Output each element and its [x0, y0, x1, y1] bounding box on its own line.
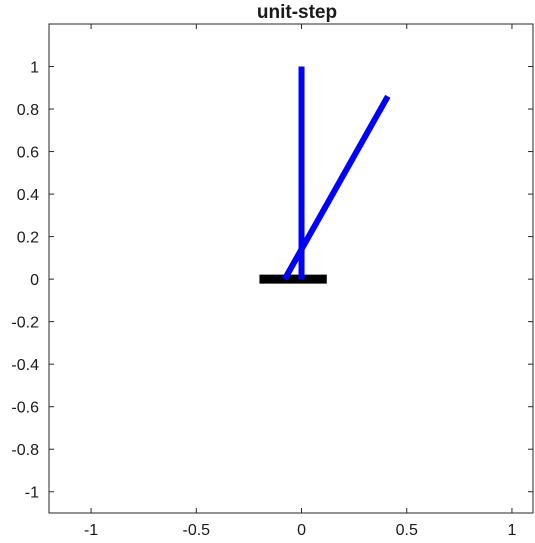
- x-tick-label: 0: [297, 522, 306, 539]
- y-tick-label: 0.8: [17, 102, 39, 119]
- y-tick-label: 0: [30, 272, 39, 289]
- marks: [259, 66, 391, 284]
- x-tick-label: -1: [84, 522, 98, 539]
- y-tick-label: 0.4: [17, 187, 39, 204]
- x-tick-label: -0.5: [183, 522, 211, 539]
- y-tick-label: 1: [30, 60, 39, 77]
- y-tick-label: -1: [25, 485, 39, 502]
- x-tick-label: 1: [508, 522, 517, 539]
- y-tick-label: -0.2: [11, 315, 39, 332]
- ticks: -1 -0.5 0 0.5 1 1 0.8 0.6 0.4 0.2 0 -0.2 -0.4 -0.6 -0.…: [11, 24, 533, 539]
- y-tick-label: 0.2: [17, 230, 39, 247]
- y-tick-label: -0.6: [11, 400, 39, 417]
- chart-title: unit-step: [257, 2, 337, 23]
- x-tick-label: 0.5: [396, 522, 418, 539]
- y-tick-label: -0.8: [11, 442, 39, 459]
- y-tick-label: -0.4: [11, 357, 39, 374]
- y-tick-label: 0.6: [17, 145, 39, 162]
- pendulum-current-line: [282, 94, 391, 281]
